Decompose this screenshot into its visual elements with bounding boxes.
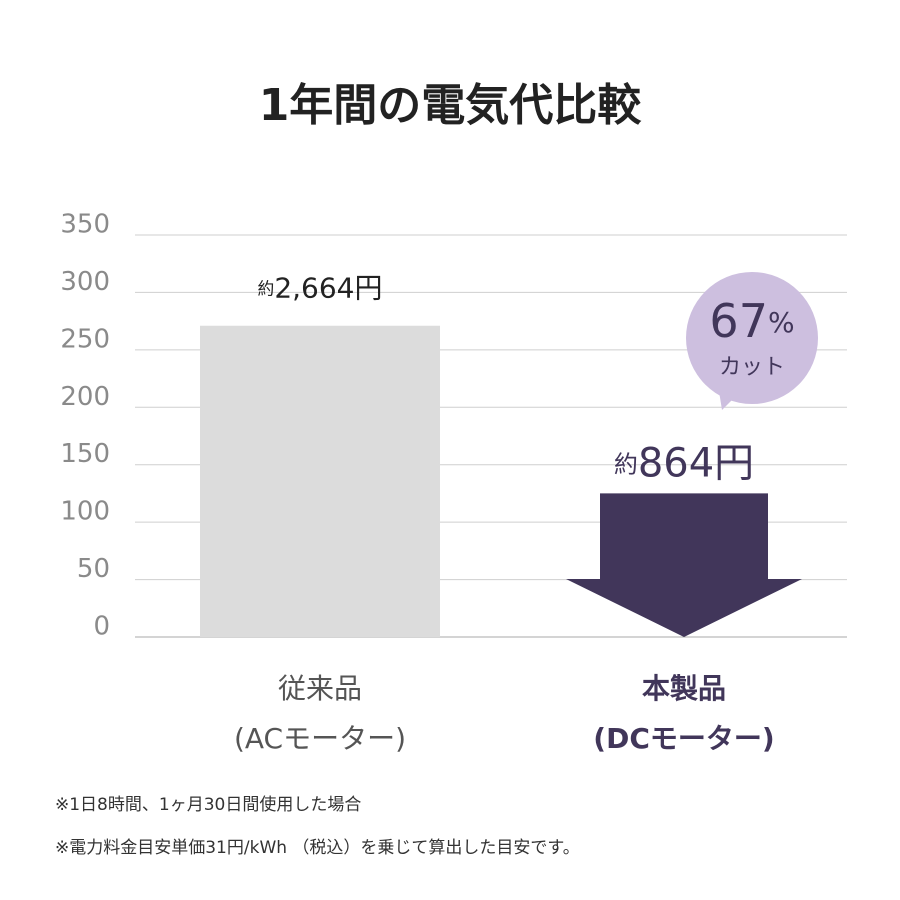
value-label-prefix: 約	[258, 279, 275, 299]
footnote: ※電力料金目安単価31円/kWh （税込）を乗じて算出した目安です。	[55, 838, 580, 858]
value-label-text: 2,664円	[274, 272, 382, 305]
x-tick-label: 従来品	[278, 672, 362, 705]
y-tick-label: 150	[60, 439, 110, 469]
x-tick-sublabel: (DCモーター)	[593, 722, 774, 755]
x-tick-label: 本製品	[642, 672, 726, 705]
y-tick-label: 200	[60, 382, 110, 412]
badge	[686, 272, 818, 404]
arrow-bar	[566, 493, 802, 637]
y-tick-label: 100	[60, 497, 110, 527]
badge-number: 67	[709, 294, 768, 348]
value-label: 約2,664円	[258, 272, 383, 305]
x-tick-sublabel: (ACモーター)	[234, 722, 406, 755]
value-label-text: 864円	[638, 440, 754, 486]
value-label: 約864円	[614, 440, 754, 486]
bar	[200, 325, 440, 637]
badge-unit: %	[768, 306, 795, 339]
chart-title: 1年間の電気代比較	[259, 80, 643, 131]
value-label-prefix: 約	[614, 450, 638, 478]
y-tick-label: 50	[77, 554, 110, 584]
y-tick-label: 350	[60, 210, 110, 240]
badge-value: 67%	[709, 294, 794, 348]
y-tick-label: 300	[60, 267, 110, 297]
footnote: ※1日8時間、1ヶ月30日間使用した場合	[55, 794, 361, 815]
badge-text: カット	[719, 355, 785, 380]
y-tick-label: 0	[93, 612, 110, 642]
y-tick-label: 250	[60, 324, 110, 354]
